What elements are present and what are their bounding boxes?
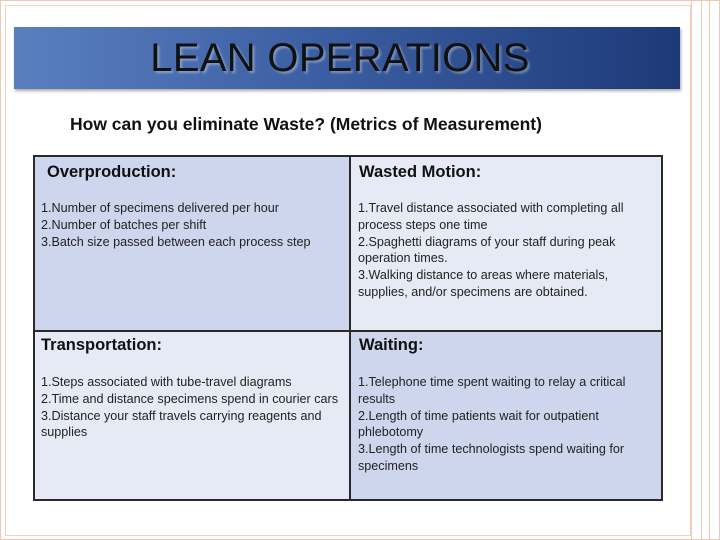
list-item: 2.Number of batches per shift xyxy=(41,217,207,232)
slide-inner-border xyxy=(5,5,691,536)
list-item: 3.Batch size passed between each process… xyxy=(41,234,311,249)
list-item: 3.Length of time technologists spend wai… xyxy=(358,442,625,473)
list-item: 1.Number of specimens delivered per hour xyxy=(41,201,280,215)
list-item: 2.Time and distance specimens spend in c… xyxy=(41,391,339,406)
list-item: 1.Travel distance associated with comple… xyxy=(358,201,624,232)
table-column-divider xyxy=(349,157,351,499)
metric-list: 1.Steps associated with tube-travel diag… xyxy=(41,374,345,441)
cell-heading: Transportation: xyxy=(41,336,163,354)
list-item: 1.Telephone time spent waiting to relay … xyxy=(358,375,626,406)
list-item: 3.Walking distance to areas where materi… xyxy=(358,268,609,299)
list-item: 3.Distance your staff travels carrying r… xyxy=(41,408,322,440)
list-item: 2.Spaghetti diagrams of your staff durin… xyxy=(358,234,616,266)
list-item: 2.Length of time patients wait for outpa… xyxy=(358,408,599,440)
metric-list: 1.Travel distance associated with comple… xyxy=(358,200,656,301)
decorative-rule xyxy=(691,0,692,540)
list-item: 1.Steps associated with tube-travel diag… xyxy=(41,375,292,389)
metric-list: 1.Telephone time spent waiting to relay … xyxy=(358,374,656,475)
table-cell-transportation: Transportation: 1.Steps associated with … xyxy=(35,331,350,499)
metric-list: 1.Number of specimens delivered per hour… xyxy=(41,200,347,250)
cell-heading: Overproduction: xyxy=(47,163,177,181)
title-banner: LEAN OPERATIONS xyxy=(14,27,680,89)
table-cell-waiting: Waiting: 1.Telephone time spent waiting … xyxy=(350,331,661,499)
table-cell-wasted-motion: Wasted Motion: 1.Travel distance associa… xyxy=(350,157,661,331)
cell-heading: Wasted Motion: xyxy=(359,163,482,181)
table-cell-overproduction: Overproduction: 1.Number of specimens de… xyxy=(35,157,350,331)
slide-subtitle: How can you eliminate Waste? (Metrics of… xyxy=(70,114,542,134)
decorative-rule xyxy=(709,0,710,540)
table-row-divider xyxy=(35,330,661,332)
waste-metrics-table: Overproduction: 1.Number of specimens de… xyxy=(33,155,663,501)
slide-title: LEAN OPERATIONS xyxy=(150,35,530,80)
cell-heading: Waiting: xyxy=(359,336,424,354)
decorative-rule xyxy=(701,0,702,540)
